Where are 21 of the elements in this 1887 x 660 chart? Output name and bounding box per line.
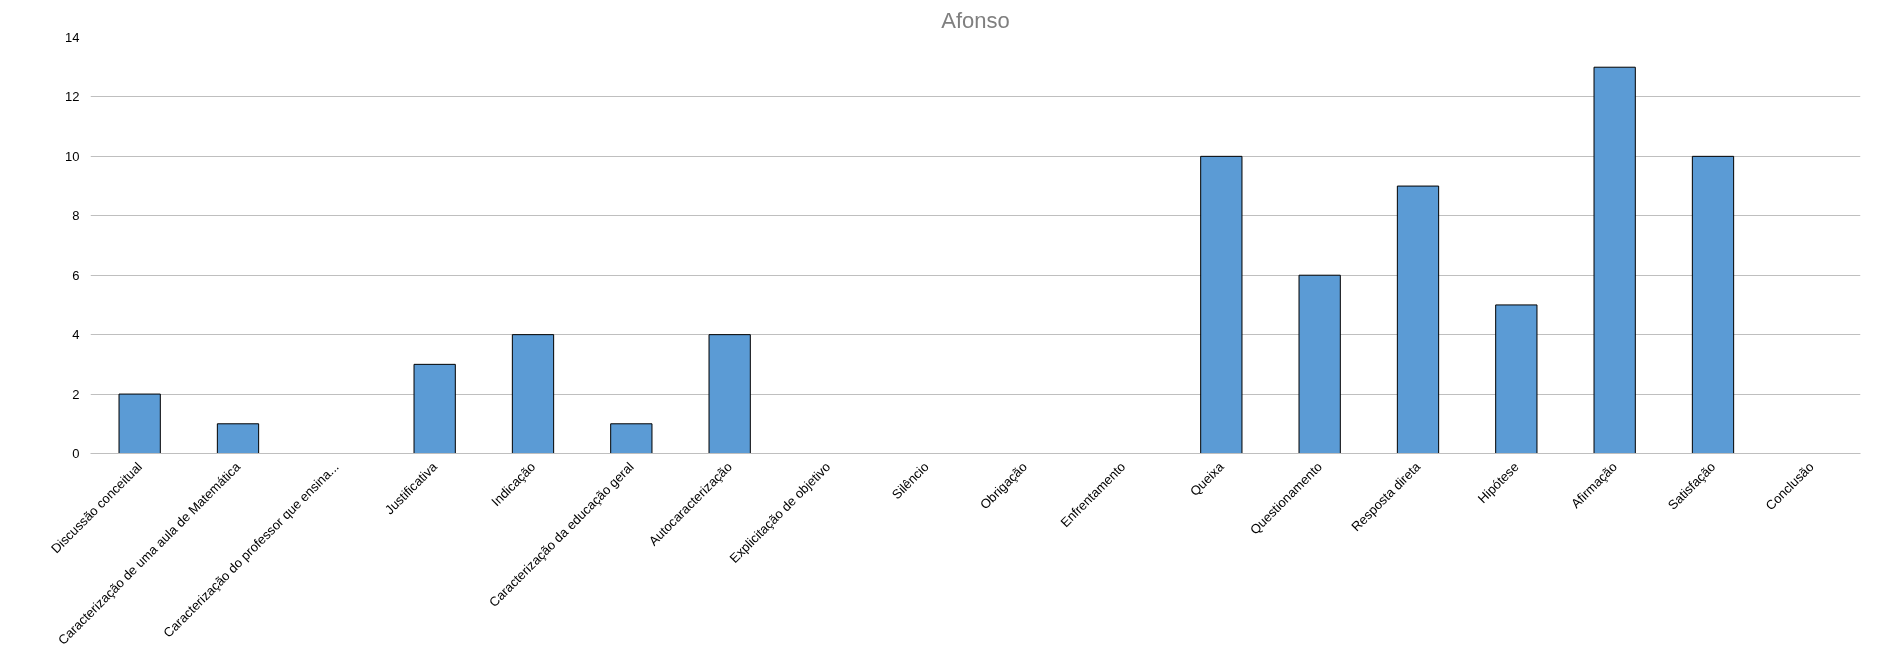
- bar: [1691, 155, 1735, 454]
- y-tick-label: 10: [65, 148, 80, 164]
- bar: [1298, 274, 1341, 454]
- bar: [413, 363, 456, 454]
- bar: [511, 334, 555, 454]
- bar: [1396, 185, 1440, 454]
- y-tick-label: 6: [72, 267, 80, 283]
- bar: [216, 423, 260, 454]
- bar: [118, 393, 161, 454]
- chart-title: Afonso: [941, 7, 1010, 33]
- y-tick-label: 14: [65, 30, 80, 45]
- bar: [1593, 66, 1636, 454]
- bar: [708, 334, 751, 454]
- bar: [1200, 155, 1243, 454]
- bar: [610, 423, 653, 454]
- y-tick-label: 8: [72, 208, 80, 224]
- y-tick-label: 4: [72, 327, 80, 343]
- y-tick-label: 2: [72, 386, 80, 402]
- y-tick-label: 0: [72, 446, 80, 461]
- bar: [1495, 304, 1538, 454]
- y-tick-label: 12: [65, 89, 80, 105]
